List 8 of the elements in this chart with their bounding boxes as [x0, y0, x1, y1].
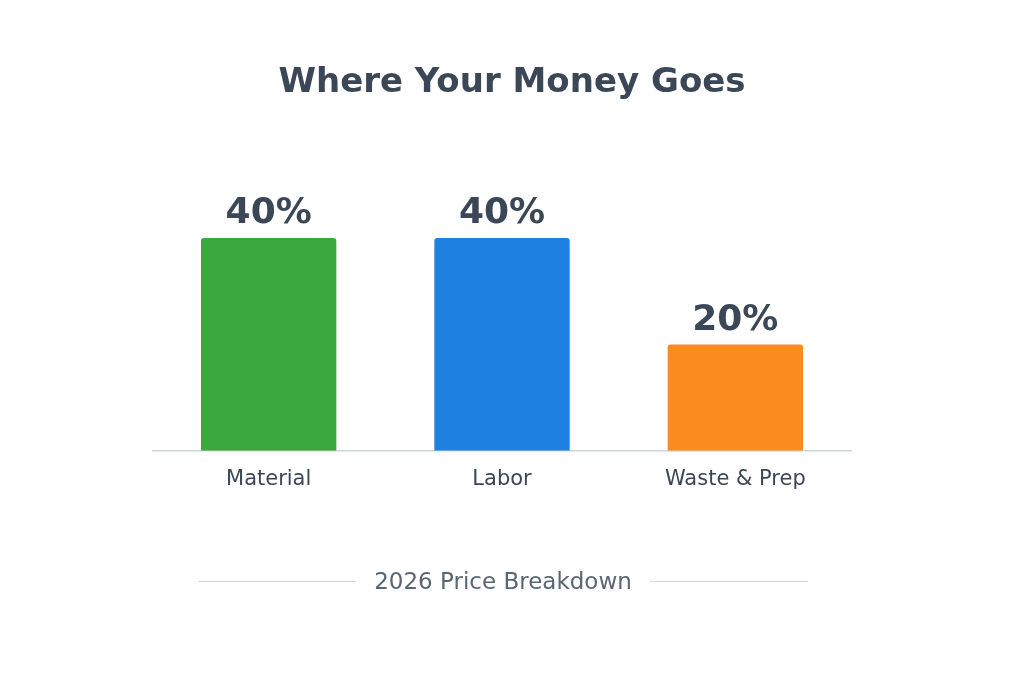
x-tick-label: Material — [226, 465, 312, 490]
data-label: 40% — [458, 190, 546, 232]
data-label: 20% — [692, 296, 779, 338]
text: 2026 Price Breakdown — [374, 568, 632, 594]
x-tick-label: Labor — [472, 465, 533, 490]
x-tick-label: Waste & Prep — [664, 465, 806, 490]
chart-title: Where Your Money Goes — [277, 60, 747, 100]
data-label: 40% — [225, 190, 312, 232]
